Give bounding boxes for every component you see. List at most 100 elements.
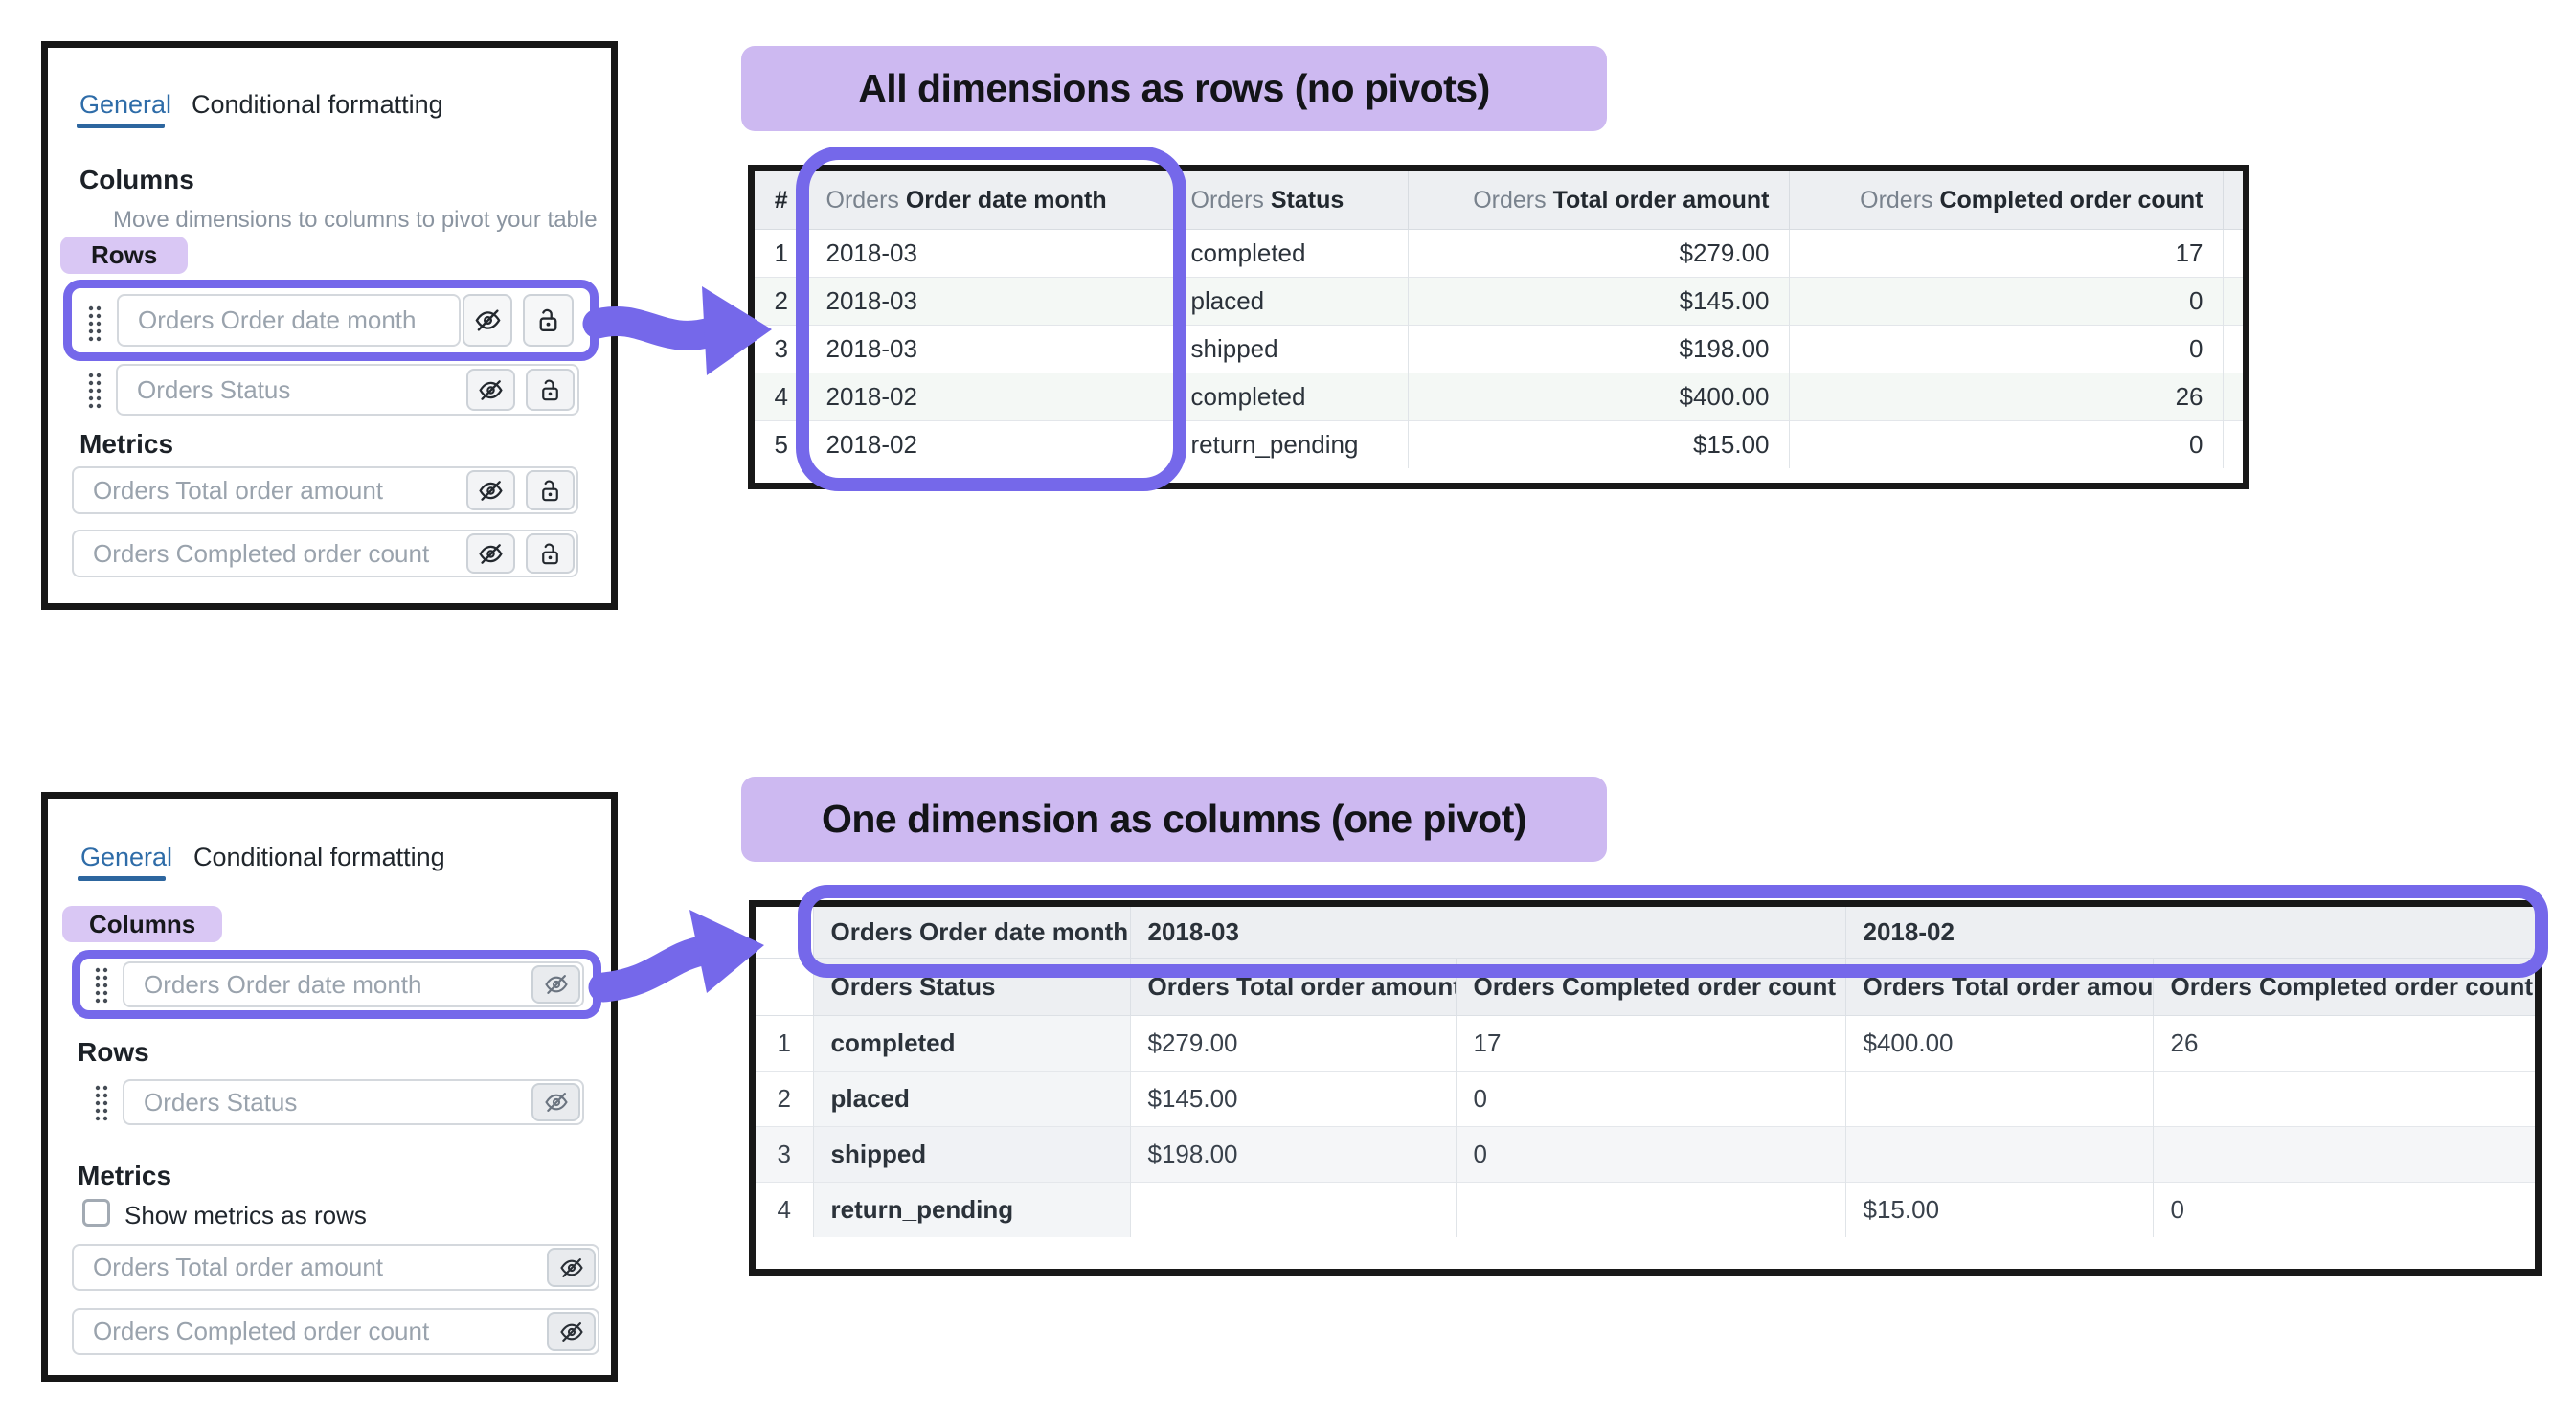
- pivot-value-header[interactable]: 2018-02: [1844, 907, 2536, 959]
- metrics-section-heading: Metrics: [78, 1161, 172, 1190]
- header-filler-cell: [2222, 171, 2243, 230]
- hide-field-button[interactable]: [547, 1248, 596, 1287]
- table-cell: completed: [1172, 372, 1408, 420]
- config-panel-one-pivot: General Conditional formatting Columns O…: [41, 792, 618, 1382]
- section-title-no-pivot: All dimensions as rows (no pivots): [741, 46, 1607, 131]
- hide-field-button[interactable]: [547, 1312, 596, 1351]
- table-cell: placed: [812, 1070, 1130, 1126]
- hide-field-button[interactable]: [466, 369, 515, 411]
- freeze-column-button[interactable]: [526, 470, 575, 510]
- table-row: 3 2018-03 shipped $198.00 0: [755, 324, 2243, 373]
- table-cell: 2018-03: [807, 324, 1173, 373]
- hide-field-button[interactable]: [463, 294, 512, 347]
- pivot-dimension-header[interactable]: Orders Order date month: [812, 907, 1130, 959]
- column-header[interactable]: Orders Status: [1172, 171, 1408, 230]
- table-cell: 0: [1788, 419, 2223, 468]
- column-header[interactable]: Orders Status: [812, 958, 1130, 1016]
- drag-handle-icon[interactable]: [94, 1083, 109, 1121]
- column-header-table-prefix: Orders: [1190, 187, 1271, 215]
- table-cell: placed: [1172, 276, 1408, 325]
- tab-conditional-formatting[interactable]: Conditional formatting: [193, 843, 445, 871]
- lock-open-icon: [542, 379, 558, 400]
- show-metrics-as-rows-label: Show metrics as rows: [124, 1201, 367, 1230]
- table-cell: 2018-02: [807, 419, 1173, 468]
- eye-slash-icon: [475, 309, 500, 331]
- table-cell: 0: [1455, 1125, 1846, 1182]
- table-row: 1 2018-03 completed $279.00 17: [755, 228, 2243, 277]
- tab-conditional-formatting[interactable]: Conditional formatting: [192, 90, 443, 119]
- table-cell: $400.00: [1844, 1014, 2154, 1071]
- table-cell: 26: [2152, 1014, 2536, 1071]
- column-header[interactable]: Orders Completed order count: [2152, 958, 2536, 1016]
- table-cell: [1844, 1125, 2154, 1182]
- drag-handle-icon[interactable]: [94, 965, 109, 1004]
- column-header[interactable]: Orders Total order amount: [1129, 958, 1456, 1016]
- row-filler-cell: [2222, 228, 2243, 277]
- table-cell: 2018-02: [807, 372, 1173, 420]
- column-header[interactable]: Orders Completed order count: [1455, 958, 1846, 1016]
- table-cell: 2: [755, 276, 808, 325]
- table-cell: 3: [755, 324, 808, 373]
- tab-general[interactable]: General: [80, 843, 173, 871]
- hide-field-button[interactable]: [466, 470, 515, 510]
- columns-section-heading: Columns: [79, 165, 194, 194]
- table-cell: 2018-03: [807, 228, 1173, 277]
- table-cell: $279.00: [1407, 228, 1789, 277]
- metric-field-completed-order-count[interactable]: Orders Completed order count: [72, 1308, 599, 1355]
- index-header-cell: [756, 958, 813, 1016]
- column-header[interactable]: Orders Total order amount: [1844, 958, 2154, 1016]
- table-cell: $400.00: [1407, 372, 1789, 420]
- table-header-row: Orders Status Orders Total order amount Or…: [756, 958, 2536, 1016]
- eye-slash-icon: [479, 543, 503, 564]
- table-row: 4 return_pending $15.00 0: [756, 1181, 2536, 1237]
- annotation-arrow: [588, 935, 722, 1003]
- drag-handle-icon[interactable]: [87, 371, 102, 409]
- hide-field-button[interactable]: [531, 1083, 580, 1121]
- show-metrics-as-rows-checkbox[interactable]: [82, 1199, 110, 1227]
- table-row: 5 2018-02 return_pending $15.00 0: [755, 419, 2243, 468]
- metric-field-total-order-amount[interactable]: Orders Total order amount: [72, 1244, 599, 1291]
- drag-handle-icon[interactable]: [87, 304, 102, 342]
- column-header[interactable]: Orders Order date month: [807, 171, 1173, 230]
- table-cell: return_pending: [1172, 419, 1408, 468]
- table-cell: 5: [755, 419, 808, 468]
- results-table-no-pivot: # Orders Order date month Orders Status Ord…: [748, 165, 2249, 489]
- freeze-column-button[interactable]: [523, 294, 574, 347]
- table-row: 2 placed $145.00 0: [756, 1070, 2536, 1126]
- eye-slash-icon: [559, 1257, 583, 1277]
- table-cell: $15.00: [1407, 419, 1789, 468]
- table-cell: [1455, 1181, 1846, 1237]
- columns-hint: Move dimensions to columns to pivot your…: [113, 207, 598, 233]
- table-cell: [1129, 1181, 1456, 1237]
- eye-slash-icon: [544, 975, 568, 994]
- table-row: 3 shipped $198.00 0: [756, 1125, 2536, 1182]
- hide-field-button[interactable]: [466, 533, 515, 574]
- column-header[interactable]: Orders Total order amount: [1407, 171, 1789, 230]
- column-header-table-prefix: Orders: [1473, 187, 1553, 215]
- table-cell: 3: [756, 1125, 813, 1182]
- column-field-order-date-month[interactable]: Orders Order date month: [123, 961, 584, 1007]
- table-cell: 1: [755, 228, 808, 277]
- results-table-one-pivot: Orders Order date month 2018-03 2018-02 Or…: [749, 900, 2542, 1276]
- table-row: 2 2018-03 placed $145.00 0: [755, 276, 2243, 325]
- table-cell: [2152, 1125, 2536, 1182]
- row-field-order-date-month[interactable]: Orders Order date month: [117, 294, 461, 347]
- pivot-value-header[interactable]: 2018-03: [1129, 907, 1846, 959]
- row-field-status[interactable]: Orders Status: [123, 1079, 584, 1125]
- columns-badge: Columns: [62, 906, 223, 942]
- config-panel-no-pivot: General Conditional formatting Columns M…: [41, 41, 618, 610]
- tab-general[interactable]: General: [79, 90, 172, 119]
- column-header-label: Status: [1270, 187, 1344, 215]
- column-header[interactable]: #: [755, 171, 808, 230]
- metrics-section-heading: Metrics: [79, 429, 174, 459]
- table-cell: shipped: [1172, 324, 1408, 373]
- freeze-column-button[interactable]: [526, 369, 575, 411]
- table-cell: completed: [1172, 228, 1408, 277]
- table-cell: 0: [1455, 1070, 1846, 1126]
- rows-section-heading: Rows: [78, 1037, 149, 1067]
- column-header[interactable]: Orders Completed order count: [1788, 171, 2223, 230]
- freeze-column-button[interactable]: [526, 533, 575, 574]
- table-cell: [1844, 1070, 2154, 1126]
- hide-field-button[interactable]: [531, 965, 580, 1004]
